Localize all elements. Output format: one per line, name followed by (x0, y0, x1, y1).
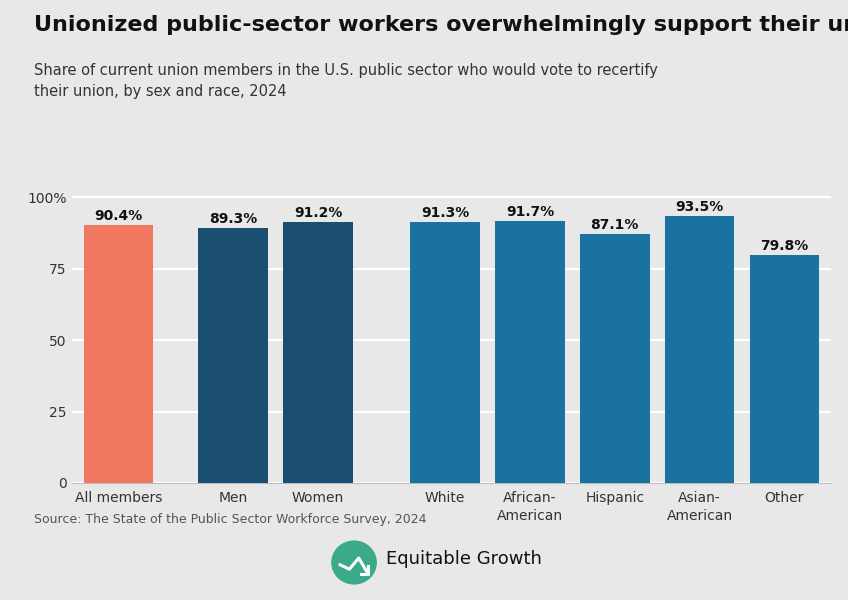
Bar (580, 234, 650, 483)
Ellipse shape (332, 541, 377, 584)
Text: 87.1%: 87.1% (590, 218, 639, 232)
Text: Unionized public-sector workers overwhelmingly support their unions: Unionized public-sector workers overwhel… (34, 15, 848, 35)
Bar (410, 222, 480, 483)
Text: Source: The State of the Public Sector Workforce Survey, 2024: Source: The State of the Public Sector W… (34, 513, 427, 526)
Bar (283, 223, 353, 483)
Text: 93.5%: 93.5% (676, 200, 723, 214)
Text: 79.8%: 79.8% (761, 239, 808, 253)
Bar (198, 228, 268, 483)
Bar (665, 216, 734, 483)
Text: 91.2%: 91.2% (293, 206, 343, 220)
Bar (750, 255, 819, 483)
Bar (495, 221, 565, 483)
Bar (84, 225, 153, 483)
Text: Share of current union members in the U.S. public sector who would vote to recer: Share of current union members in the U.… (34, 63, 658, 99)
Text: 89.3%: 89.3% (209, 212, 257, 226)
Text: 91.7%: 91.7% (506, 205, 554, 219)
Text: 91.3%: 91.3% (421, 206, 469, 220)
Text: 90.4%: 90.4% (95, 209, 142, 223)
Text: Equitable Growth: Equitable Growth (386, 550, 542, 568)
